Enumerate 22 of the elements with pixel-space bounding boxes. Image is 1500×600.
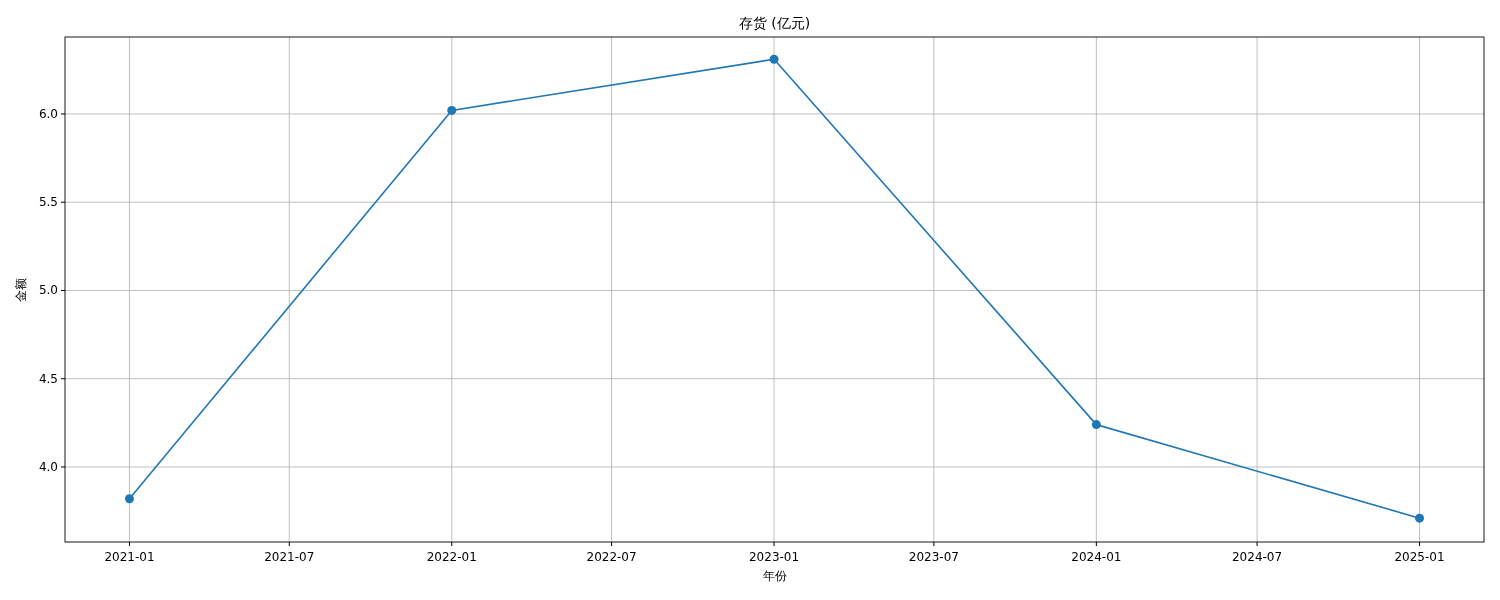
- y-axis-title: 金额: [14, 277, 28, 302]
- x-tick-label: 2023-07: [908, 550, 959, 564]
- x-tick-label: 2021-07: [264, 550, 315, 564]
- x-tick-label: 2024-01: [1071, 550, 1122, 564]
- x-tick-label: 2022-01: [426, 550, 477, 564]
- x-tick-label: 2024-07: [1232, 550, 1283, 564]
- x-axis-title: 年份: [762, 569, 787, 583]
- point: [124, 494, 134, 504]
- y-tick-label: 6.0: [38, 106, 58, 121]
- point: [1091, 420, 1101, 430]
- x-tick-label: 2025-01: [1394, 550, 1445, 564]
- chart-title: 存货 (亿元): [738, 15, 811, 31]
- x-tick-label: 2023-01: [748, 550, 800, 564]
- x-tick-label: 2022-07: [586, 550, 637, 564]
- point: [769, 54, 779, 64]
- y-tick-label: 4.0: [38, 459, 58, 474]
- y-tick-label: 5.5: [38, 195, 58, 210]
- x-tick-label: 2021-01: [104, 550, 155, 564]
- y-tick-label: 5.0: [38, 283, 58, 298]
- point: [447, 105, 457, 115]
- point: [1415, 513, 1425, 523]
- y-tick-label: 4.5: [38, 371, 58, 386]
